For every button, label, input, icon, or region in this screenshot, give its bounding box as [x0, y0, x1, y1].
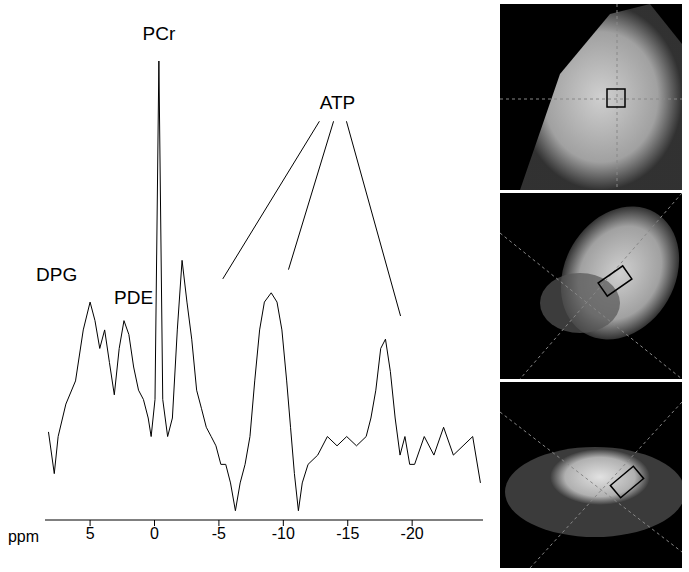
- svg-text:5: 5: [86, 525, 95, 542]
- svg-text:PCr: PCr: [143, 23, 176, 44]
- svg-text:-5: -5: [212, 525, 226, 542]
- svg-text:DPG: DPG: [36, 264, 77, 285]
- svg-text:-15: -15: [336, 525, 359, 542]
- svg-text:0: 0: [150, 525, 159, 542]
- svg-text:ppm: ppm: [8, 528, 39, 545]
- svg-text:-20: -20: [401, 525, 424, 542]
- svg-text:PDE: PDE: [114, 287, 153, 308]
- svg-text:ATP: ATP: [320, 92, 356, 113]
- svg-text:-10: -10: [272, 525, 295, 542]
